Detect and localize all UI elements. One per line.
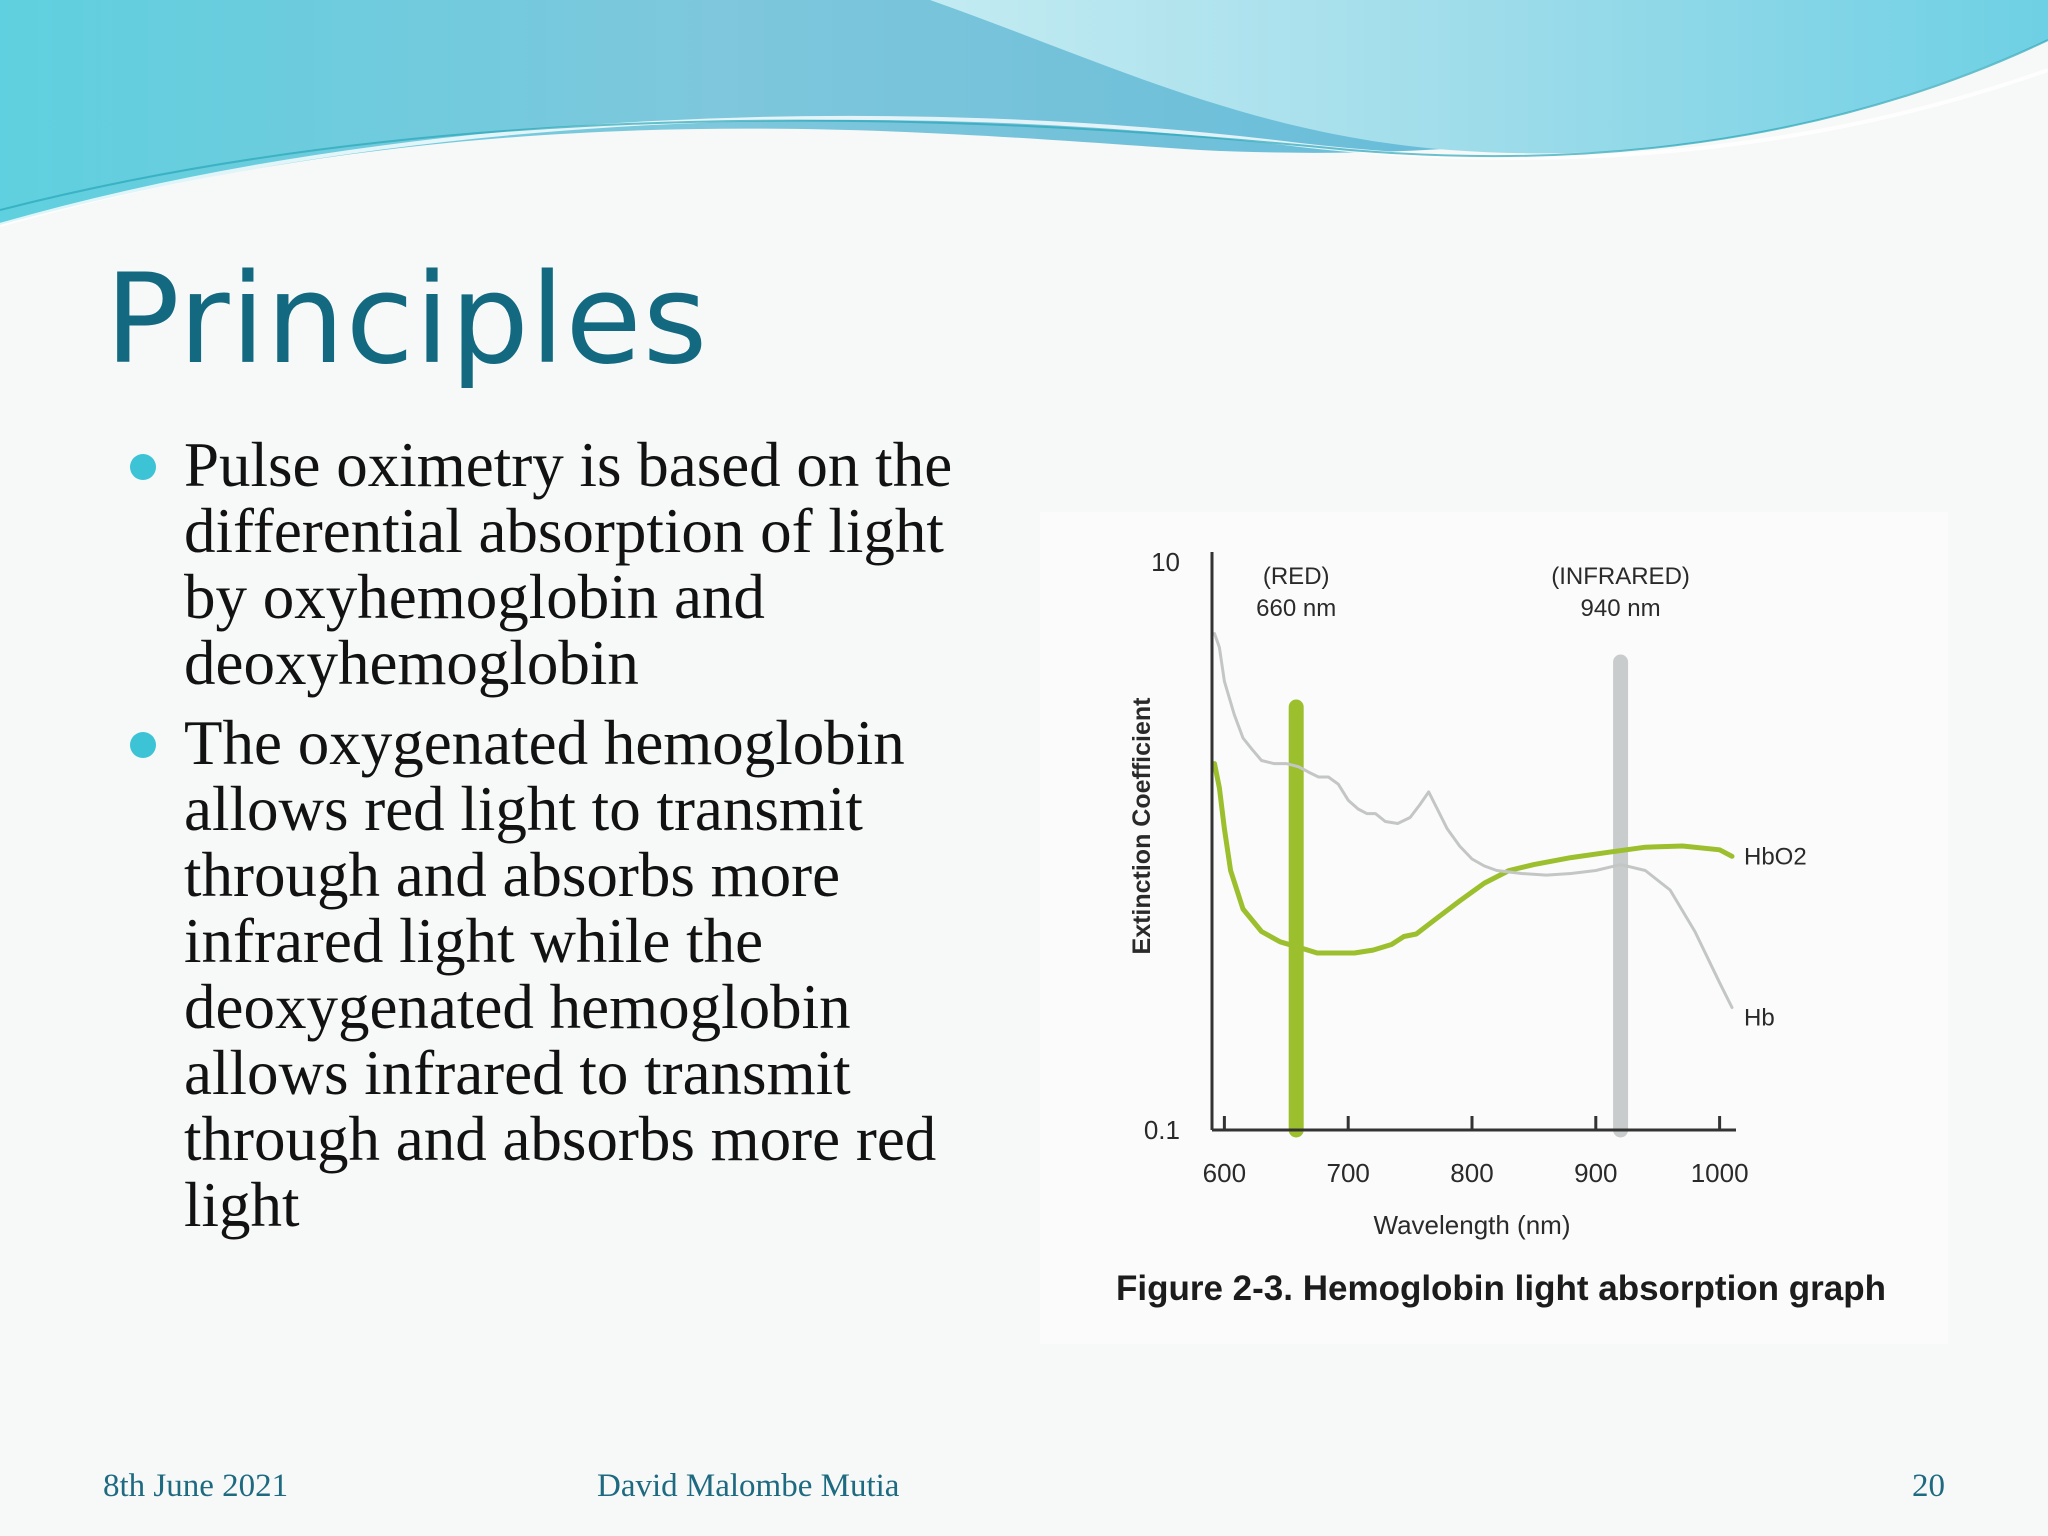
figure-caption: Figure 2-3. Hemoglobin light absorption … [1116,1269,1886,1308]
series-line-hb [1213,632,1734,1009]
x-tick-label: 900 [1574,1158,1617,1188]
x-tick-label: 700 [1326,1158,1369,1188]
band-sublabel: 940 nm [1581,595,1661,622]
series-line-hbo2 [1212,761,1735,956]
absorption-chart: (RED) 660 nm (INFRARED) 940 nm HbO2 Hb 600 700 8… [1128,547,1807,1240]
x-tick-label: 1000 [1691,1158,1749,1188]
y-tick-label: 10 [1151,547,1180,577]
x-axis-label: Wavelength (nm) [1374,1210,1571,1240]
y-axis-label: Extinction Coefficient [1128,697,1156,955]
band-label: (INFRARED) [1551,563,1690,590]
band-sublabel: 660 nm [1256,595,1336,622]
figure-panel: (RED) 660 nm (INFRARED) 940 nm HbO2 Hb 600 700 8… [1040,512,1948,1344]
band-label: (RED) [1263,563,1330,590]
bullet-text: Pulse oximetry is based on the different… [184,430,953,698]
bullet-dot-icon [130,454,156,480]
header-wave-decoration [0,0,2048,227]
x-tick-label: 800 [1450,1158,1493,1188]
footer-author: David Malombe Mutia [597,1468,900,1504]
slide-title: Principles [105,248,709,392]
bullet-dot-icon [130,732,156,758]
legend-label-hb: Hb [1744,1004,1775,1031]
bullet-list: Pulse oximetry is based on the different… [130,432,990,1252]
footer-page-number: 20 [1912,1468,1945,1504]
bullet-text: The oxygenated hemoglobin allows red lig… [184,708,937,1240]
legend-label-hbo2: HbO2 [1744,843,1807,870]
bullet-item: The oxygenated hemoglobin allows red lig… [130,710,990,1238]
x-tick-label: 600 [1203,1158,1246,1188]
y-tick-label: 0.1 [1144,1115,1180,1145]
bullet-item: Pulse oximetry is based on the different… [130,432,990,696]
footer-date: 8th June 2021 [103,1468,289,1504]
